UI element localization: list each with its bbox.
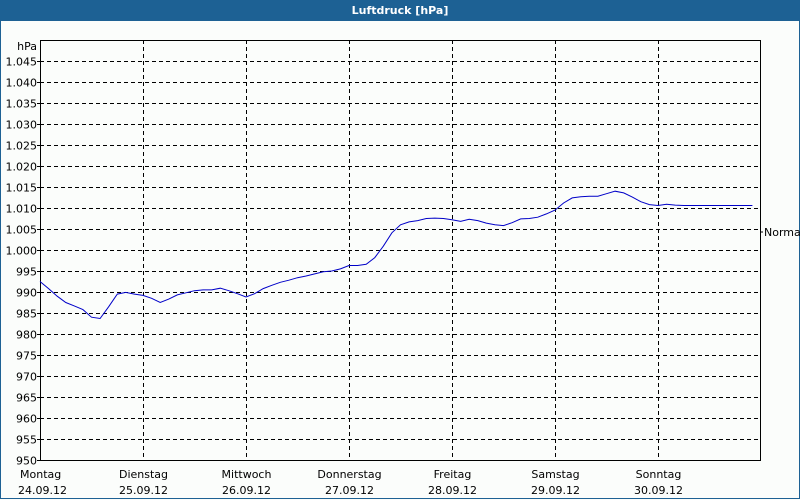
grid-lines: [40, 40, 760, 460]
x-date-label: 25.09.12: [119, 484, 168, 497]
y-tick-label: 980: [16, 329, 37, 342]
x-day-label: Mittwoch: [222, 468, 272, 481]
y-tick-label: 995: [16, 266, 37, 279]
y-tick-label: 1.005: [6, 224, 38, 237]
x-axis-labels: Montag 24.09.12 Dienstag 25.09.12 Mittwoch 26…: [18, 468, 683, 497]
y-tick-label: 990: [16, 287, 37, 300]
plot-frame: [40, 40, 761, 461]
y-tick-label: 970: [16, 371, 37, 384]
x-date-label: 24.09.12: [18, 484, 67, 497]
y-tick-label: 1.030: [6, 119, 38, 132]
x-day-label: Freitag: [434, 468, 472, 481]
y-tick-label: 960: [16, 413, 37, 426]
x-date-label: 28.09.12: [428, 484, 477, 497]
y-tick-label: 975: [16, 350, 37, 363]
x-day-label: Sonntag: [636, 468, 682, 481]
x-day-label: Dienstag: [119, 468, 168, 481]
y-tick-label: 1.025: [6, 140, 38, 153]
x-date-label: 26.09.12: [222, 484, 271, 497]
y-axis-labels: 950 955 960 965 970 975 980 985 990 995 1.000 1.005…: [6, 56, 40, 468]
y-tick-label: 985: [16, 308, 37, 321]
y-tick-label: 1.035: [6, 98, 38, 111]
x-date-label: 30.09.12: [634, 484, 683, 497]
x-day-label: Montag: [20, 468, 61, 481]
y-tick-label: 965: [16, 392, 37, 405]
pressure-line: [39, 190, 753, 320]
x-day-label: Donnerstag: [317, 468, 381, 481]
y-tick-label: 1.040: [6, 77, 38, 90]
y-tick-label: 1.000: [6, 245, 38, 258]
x-date-label: 29.09.12: [531, 484, 580, 497]
y-tick-label: 1.010: [6, 203, 38, 216]
y-tick-label: 1.015: [6, 182, 38, 195]
y-tick-label: 950: [16, 455, 37, 468]
y-tick-label: 1.045: [6, 56, 38, 69]
y-tick-label: 1.020: [6, 161, 38, 174]
window-title: Luftdruck [hPa]: [0, 0, 800, 21]
x-date-label: 27.09.12: [325, 484, 374, 497]
x-day-label: Samstag: [531, 468, 579, 481]
y-axis-unit-label: hPa: [17, 40, 37, 53]
y-tick-label: 955: [16, 434, 37, 447]
normal-reference-label: Normal: [764, 226, 800, 239]
